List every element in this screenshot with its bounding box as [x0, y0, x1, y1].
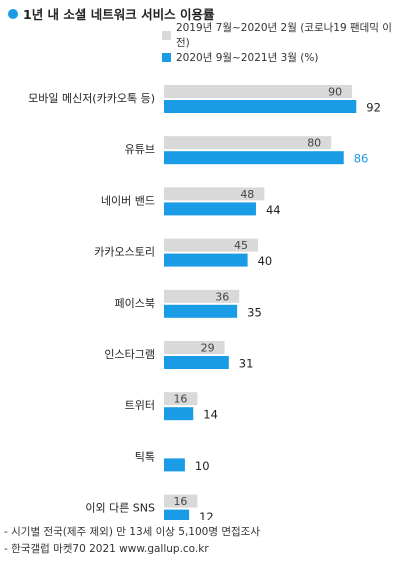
bar-previous: [164, 136, 332, 150]
bar-previous: [164, 187, 265, 201]
category-label: 인스타그램: [104, 348, 155, 361]
bar-previous: [164, 85, 353, 98]
chart-title-text: 1년 내 소셜 네트워크 서비스 이용률: [23, 7, 215, 22]
category-label: 유튜브: [125, 143, 155, 156]
legend-label-previous: 2019년 7월~2020년 2월 (코로나19 팬데믹 이전): [175, 22, 392, 49]
value-label-current: 92: [366, 101, 381, 115]
category-label: 네이버 밴드: [101, 194, 155, 207]
bar-current: [164, 253, 248, 267]
legend-swatch-current: [162, 52, 171, 62]
bar-current: [164, 458, 185, 472]
value-label-previous: 45: [234, 239, 248, 252]
value-label-current: 86: [354, 152, 369, 166]
bar-current: [164, 202, 256, 216]
legend-label-current: 2020년 9월~2021년 3월 (%): [176, 51, 319, 64]
bar-chart: 모바일 메신저(카카오톡 등) 90 92 유튜브 80 86 네이버 밴드 48 44 카카오스…: [28, 85, 381, 520]
legend: 2019년 7월~2020년 2월 (코로나19 팬데믹 이전) 2020년 9…: [162, 22, 404, 70]
bar-current: [164, 356, 229, 369]
footer-note-survey: - 시기별 전국(제주 제외) 만 13세 이상 5,100명 면접조사: [4, 526, 260, 538]
value-label-previous: 90: [328, 86, 342, 99]
bar-previous: [164, 494, 198, 508]
bar-previous: [164, 238, 259, 252]
legend-item-current: 2020년 9월~2021년 3월 (%): [162, 48, 404, 66]
category-label: 페이스북: [115, 297, 155, 310]
value-label-current: 44: [266, 203, 281, 217]
footer-note-source: - 한국갤럽 마켓70 2021 www.gallup.co.kr: [4, 543, 209, 555]
bar-current: [164, 100, 357, 113]
bar-previous: [164, 289, 240, 303]
value-label-current: 10: [195, 459, 210, 473]
value-label-previous: 48: [240, 188, 254, 201]
value-label-current: 35: [247, 305, 262, 319]
category-label: 모바일 메신저(카카오톡 등): [28, 91, 155, 105]
category-label: 이외 다른 SNS: [85, 502, 155, 515]
title-bullet-icon: [8, 8, 18, 19]
bar-previous: [164, 341, 225, 354]
value-label-previous: 16: [173, 393, 187, 406]
bar-current: [164, 304, 238, 318]
bar-current: [164, 151, 344, 165]
value-label-previous: 16: [173, 495, 187, 508]
legend-item-previous: 2019년 7월~2020년 2월 (코로나19 팬데믹 이전): [162, 22, 404, 49]
value-label-previous: 36: [215, 290, 229, 303]
bar-current: [164, 509, 190, 520]
bar-previous: [164, 392, 198, 406]
value-label-previous: 80: [307, 137, 321, 150]
chart-title: 1년 내 소셜 네트워크 서비스 이용률: [8, 4, 214, 23]
category-label: 틱톡: [135, 450, 155, 463]
value-label-current: 31: [239, 357, 254, 371]
bar-current: [164, 407, 194, 421]
value-label-current: 40: [258, 254, 273, 268]
value-label-previous: 29: [201, 342, 215, 355]
legend-swatch-previous: [162, 30, 171, 40]
footer: - 시기별 전국(제주 제외) 만 13세 이상 5,100명 면접조사 - 한…: [4, 524, 260, 558]
value-label-current: 14: [203, 408, 218, 422]
value-label-current: 12: [199, 510, 214, 520]
category-label: 카카오스토리: [94, 246, 155, 259]
category-label: 트위터: [125, 399, 155, 412]
